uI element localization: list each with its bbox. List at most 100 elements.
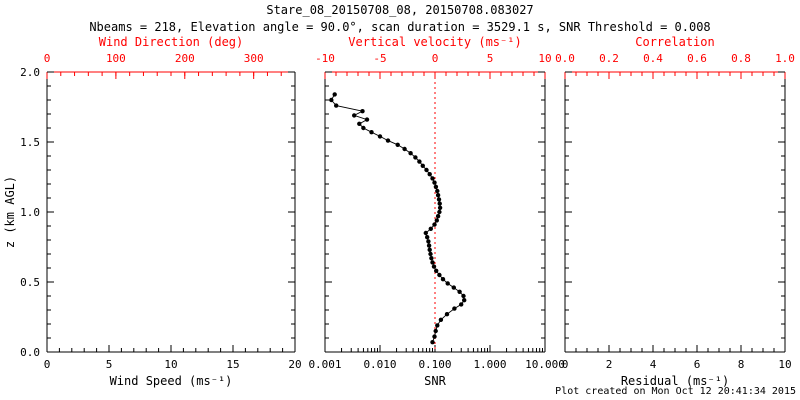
data-point [437,205,443,210]
x-tick-label: 0 [44,358,51,371]
x-tick-label: 10 [164,358,177,371]
data-point [364,117,370,122]
data-point [462,298,467,303]
data-point [437,209,442,215]
y-tick-label: 0.5 [20,276,40,289]
plot-subtitle: Nbeams = 218, Elevation angle = 90.0°, s… [89,20,710,34]
top-axis-title: Vertical velocity (ms⁻¹) [348,35,521,49]
data-point [426,243,432,248]
data-point [334,103,339,108]
data-point [435,193,441,198]
y-tick-label: 2.0 [20,66,40,79]
data-point [461,293,466,299]
data-point [427,172,432,177]
top-tick-label: 200 [175,52,195,65]
data-point [430,176,435,181]
y-axis-title: z (km AGL) [3,176,17,248]
data-point [377,134,383,139]
x-tick-label: 15 [226,358,239,371]
series-line [330,94,465,343]
data-point [459,302,464,307]
top-tick-label: 5 [487,52,494,65]
data-point [433,328,438,334]
data-point [417,159,422,164]
top-axis-title: Correlation [635,35,714,49]
data-point [425,235,430,240]
data-point [428,251,433,257]
data-point [429,256,434,261]
data-point [431,264,437,269]
data-point [432,180,437,185]
data-point [357,121,362,127]
data-point [437,272,442,278]
data-point [444,312,450,317]
x-axis-title: SNR [424,374,446,388]
x-axis-title: Wind Speed (ms⁻¹) [110,374,233,388]
data-point [440,277,446,282]
data-point [433,184,439,189]
top-tick-label: 0.6 [687,52,707,65]
data-point [430,260,435,265]
data-point [437,201,442,206]
data-point [434,268,439,273]
x-tick-label: 0 [562,358,569,371]
data-point [352,113,357,118]
data-point [360,109,365,114]
data-point [435,214,441,219]
x-tick-label: 10 [778,358,791,371]
data-point [385,138,391,143]
top-tick-label: 0 [44,52,51,65]
data-point [435,323,440,328]
data-point [432,222,437,227]
top-tick-label: 0.4 [643,52,663,65]
data-point [426,239,431,244]
data-point [434,218,439,223]
x-tick-label: 0.010 [363,358,396,371]
data-point [436,197,442,202]
x-tick-label: 6 [694,358,701,371]
data-point [427,247,432,252]
data-point [424,167,429,173]
data-point [432,334,437,339]
x-tick-label: 20 [288,358,301,371]
x-tick-label: 5 [106,358,113,371]
y-tick-label: 0.0 [20,346,40,359]
panel-residual: 0 2 4 6 8 10 Residual (ms⁻¹) 0.0 0.2 0.4 0.6 0.8 1.0… [555,35,795,388]
top-tick-label: -5 [373,52,386,65]
top-tick-label: 0.8 [731,52,751,65]
data-point [445,281,450,286]
data-point [413,155,418,160]
data-point [420,163,425,168]
top-tick-label: 0.2 [599,52,619,65]
plot-title: Stare_08_20150708_08, 20150708.083027 [266,3,533,17]
data-point [408,151,413,156]
data-point [430,340,435,345]
panel-snr: 0.001 0.010 0.100 1.000 10.000 SNR -10 -5 0 5 10 Ve… [308,35,564,388]
data-point [428,226,433,231]
data-point [452,306,457,311]
data-point [423,230,428,236]
top-axis-title: Wind Direction (deg) [99,35,244,49]
data-point [438,317,444,322]
y-tick-label: 1.5 [20,136,40,149]
y-tick-label: 1.0 [20,206,40,219]
data-point [402,146,407,152]
data-point [332,92,337,97]
data-point [457,289,462,294]
x-tick-label: 2 [606,358,613,371]
data-point [369,130,374,135]
data-point [329,97,334,103]
creation-timestamp: Plot created on Mon Oct 12 20:41:34 2015 [555,386,796,397]
top-tick-label: 1.0 [775,52,795,65]
x-tick-label: 1.000 [473,358,506,371]
x-tick-label: 0.100 [418,358,451,371]
data-point [395,142,400,147]
x-tick-label: 0.001 [308,358,341,371]
x-tick-label: 8 [738,358,745,371]
top-tick-label: -10 [315,52,335,65]
top-tick-label: 10 [538,52,551,65]
x-tick-label: 10.000 [525,358,565,371]
